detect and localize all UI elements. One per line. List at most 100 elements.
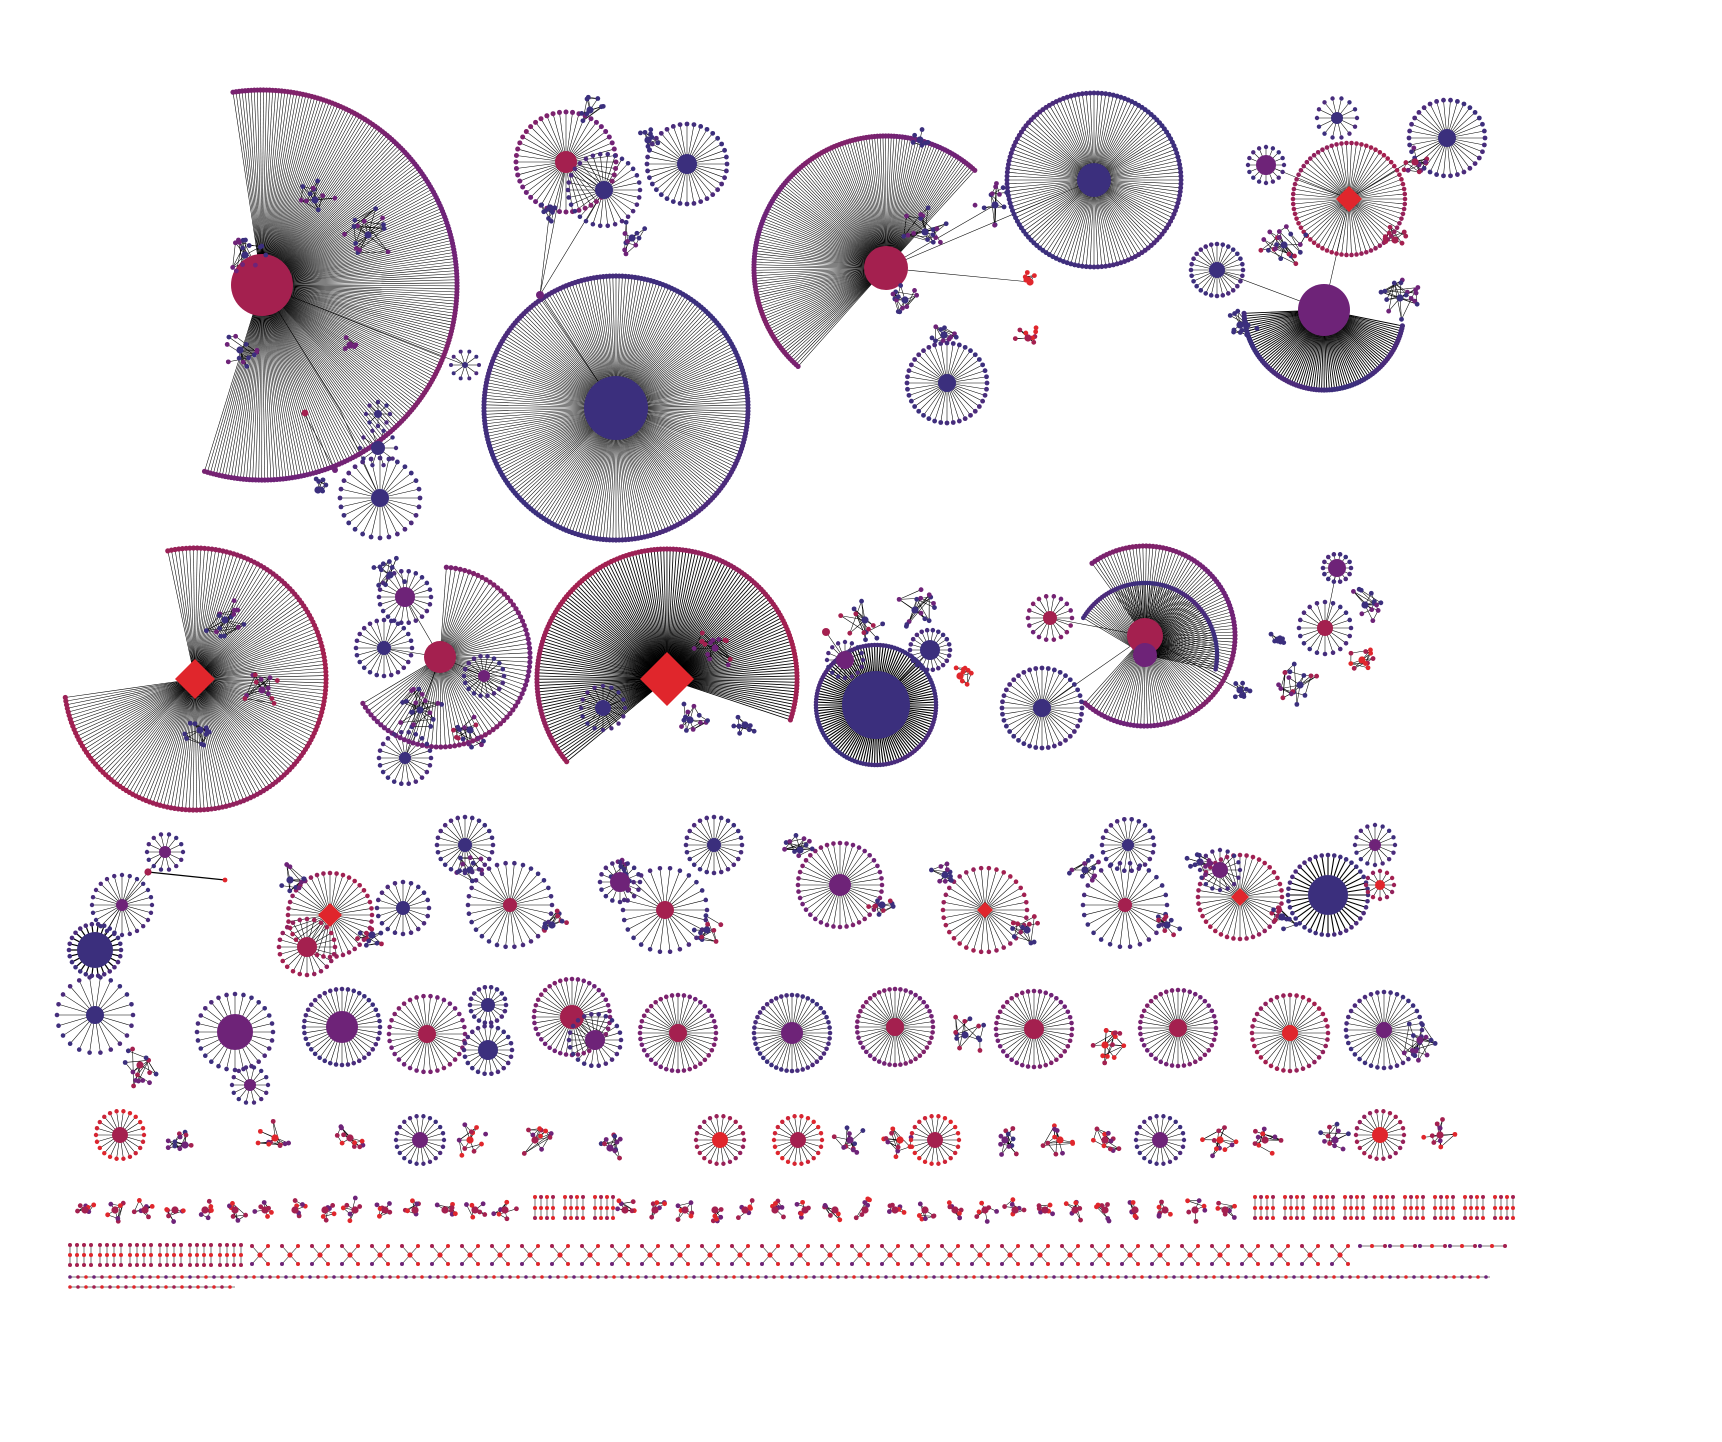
edge-line	[261, 143, 397, 286]
edge-line	[764, 267, 887, 320]
edge-line	[885, 136, 895, 269]
edge-line	[885, 144, 933, 269]
edge-line	[261, 284, 387, 436]
edge-line	[1348, 198, 1392, 237]
edge-line	[261, 197, 437, 286]
edge-line	[261, 168, 419, 286]
edge-line	[359, 228, 385, 251]
edge-line	[247, 90, 263, 286]
edge-line	[261, 284, 359, 455]
edge-line	[1313, 198, 1350, 243]
edge-line	[785, 182, 887, 269]
edge-line	[844, 142, 887, 269]
edge-line	[261, 252, 455, 286]
edge-line	[990, 194, 1005, 208]
edge-line	[261, 284, 436, 375]
edge-line	[907, 234, 936, 238]
edge-line	[885, 145, 935, 269]
edge-line	[1348, 198, 1385, 243]
edge-line	[885, 136, 889, 269]
edge-line	[261, 284, 456, 311]
edge-line	[238, 91, 263, 286]
edge-line	[261, 284, 448, 347]
edge-line	[261, 284, 326, 470]
edge-line	[261, 99, 324, 286]
edge-line	[797, 267, 887, 367]
edge-line	[836, 145, 887, 269]
edge-line	[833, 146, 887, 269]
edge-line	[261, 284, 455, 314]
edge-line	[261, 173, 423, 286]
edge-line	[261, 284, 374, 445]
edge-line	[1310, 158, 1350, 200]
edge-line	[625, 222, 628, 242]
edge-line	[261, 284, 457, 302]
edge-line	[261, 284, 384, 438]
edge-line	[261, 284, 272, 480]
edge-line	[816, 155, 887, 269]
edge-line	[761, 223, 887, 269]
edge-line	[261, 199, 438, 286]
edge-line	[261, 127, 378, 286]
edge-line	[1348, 155, 1385, 200]
edge-line	[261, 189, 433, 286]
edge-line	[261, 284, 334, 467]
edge-line	[261, 284, 456, 308]
edge-line	[354, 219, 384, 225]
edge-line	[261, 284, 457, 290]
edge-line	[261, 284, 299, 477]
edge-line	[244, 90, 263, 286]
edge-line	[261, 234, 451, 286]
edge-line	[261, 213, 444, 286]
edge-line	[254, 90, 263, 286]
edge-line	[261, 284, 398, 426]
edge-line	[261, 149, 404, 286]
edge-line	[261, 205, 441, 286]
edge-line	[261, 284, 452, 332]
edge-line	[261, 284, 455, 317]
edge-line	[261, 284, 442, 361]
edge-line	[261, 284, 287, 479]
edge-line	[754, 267, 887, 285]
edge-line	[261, 284, 466, 366]
edge-line	[261, 284, 404, 420]
edge-line	[261, 94, 307, 286]
edge-line	[261, 284, 293, 478]
edge-line	[261, 284, 305, 476]
edge-line	[261, 228, 449, 286]
edge-line	[261, 255, 455, 286]
edge-line	[582, 106, 602, 121]
edge-line	[261, 284, 275, 480]
edge-line	[261, 93, 298, 286]
edge-line	[1303, 165, 1350, 200]
edge-line	[261, 137, 390, 286]
edge-line	[885, 136, 900, 269]
edge-line	[261, 284, 382, 440]
edge-line	[261, 178, 426, 286]
edge-line	[773, 198, 887, 269]
edge-line	[906, 290, 915, 307]
edge-line	[1303, 198, 1350, 233]
edge-line	[261, 116, 360, 286]
edge-line	[885, 138, 911, 269]
edge-line	[261, 284, 453, 326]
edge-line	[261, 284, 451, 335]
edge-line	[261, 284, 343, 464]
edge-line	[885, 161, 965, 269]
edge-line	[246, 284, 263, 480]
edge-line	[261, 284, 362, 454]
edge-line	[261, 284, 420, 401]
edge-line	[261, 284, 457, 296]
edge-line	[261, 284, 328, 469]
edge-line	[793, 267, 887, 363]
edge-line	[261, 284, 424, 396]
edge-line	[216, 284, 263, 475]
edge-line	[261, 284, 348, 461]
edge-line	[261, 284, 400, 424]
edge-line	[261, 284, 425, 393]
edge-line	[261, 284, 418, 403]
edge-line	[1348, 158, 1388, 200]
edge-line	[802, 165, 887, 269]
edge-line	[990, 194, 995, 226]
edge-line	[261, 264, 456, 286]
